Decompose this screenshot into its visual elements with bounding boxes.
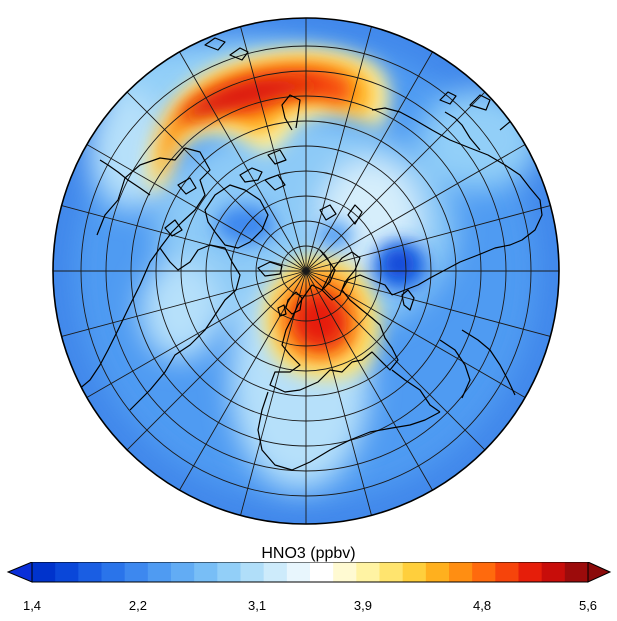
meridian-line [305,270,433,491]
coast-arctic-islands [164,149,287,237]
coast-europe [269,249,399,393]
colorbar-title: HNO3 (ppbv) [261,545,356,562]
meridian-line [86,270,307,398]
colorbar-cell [495,562,519,582]
coast-svalbard [319,204,363,225]
meridian-line [305,91,486,272]
meridian-line [126,270,307,451]
colorbar-cell [518,562,543,582]
colorbar-cell [101,562,126,582]
colorbar-over-arrow [587,562,612,583]
meridian-line [179,51,307,272]
colorbar-cells [32,562,589,582]
coast-alaska [99,37,249,196]
globe-outline [52,17,560,525]
colorbar-cell [147,562,172,582]
meridian-line [61,205,307,272]
meridian-line [61,270,307,337]
colorbar-cell [541,562,566,582]
meridian-line [240,26,307,272]
field-pacific-high [147,47,391,195]
colorbar-cell [310,562,334,582]
meridian-line [126,91,307,272]
coast-kamchatka [281,94,301,131]
colorbar-cell [356,562,380,582]
graticule [53,18,559,524]
meridian-line [305,270,486,451]
colorbar-cell [449,562,473,582]
colorbar-cell [217,562,241,582]
colorbar-cell [194,562,218,582]
coast-asia-north [371,107,543,296]
field-arctic-lows [215,205,353,249]
colorbar-cell [425,562,450,582]
colorbar-tick-label: 4,8 [473,598,492,613]
colorbar-tick-label: 3,9 [353,598,372,613]
meridian-line [305,26,372,272]
colorbar-tick-label: 5,6 [578,598,598,613]
coast-north-america [77,147,241,411]
coast-british-isles [277,291,303,317]
colorbar-cell [286,562,311,582]
colorbar-cell [472,562,496,582]
colorbar-tick-label: 1,4 [22,598,42,613]
colorbar-cell [564,562,589,582]
colorbar-cell [379,562,404,582]
colorbar-tick-label: 2,2 [128,598,147,613]
colorbar-cell [240,562,265,582]
colorbar-cell [333,562,357,582]
colorbar-cell [124,562,149,582]
coast-caspian [401,289,415,311]
meridian-line [305,270,372,516]
coast-iceland [257,261,283,277]
colorbar-cell [263,562,288,582]
colorbar-cell [55,562,79,582]
colorbar-tick-label: 3,1 [248,598,267,613]
colorbar-cell [78,562,102,582]
coastlines [77,37,543,471]
meridian-line [305,144,526,272]
coast-scandinavia [321,251,361,301]
colorbar-cell [32,562,56,582]
coast-greenland [204,184,269,249]
colorbar [6,562,612,583]
meridian-line [305,270,526,398]
coast-africa [257,391,441,471]
coast-south-asia [391,329,516,413]
meridian-line [305,205,551,272]
colorbar-under-arrow [6,562,33,583]
colorbar-cell [402,562,427,582]
meridian-line [305,51,433,272]
colorbar-cell [171,562,195,582]
